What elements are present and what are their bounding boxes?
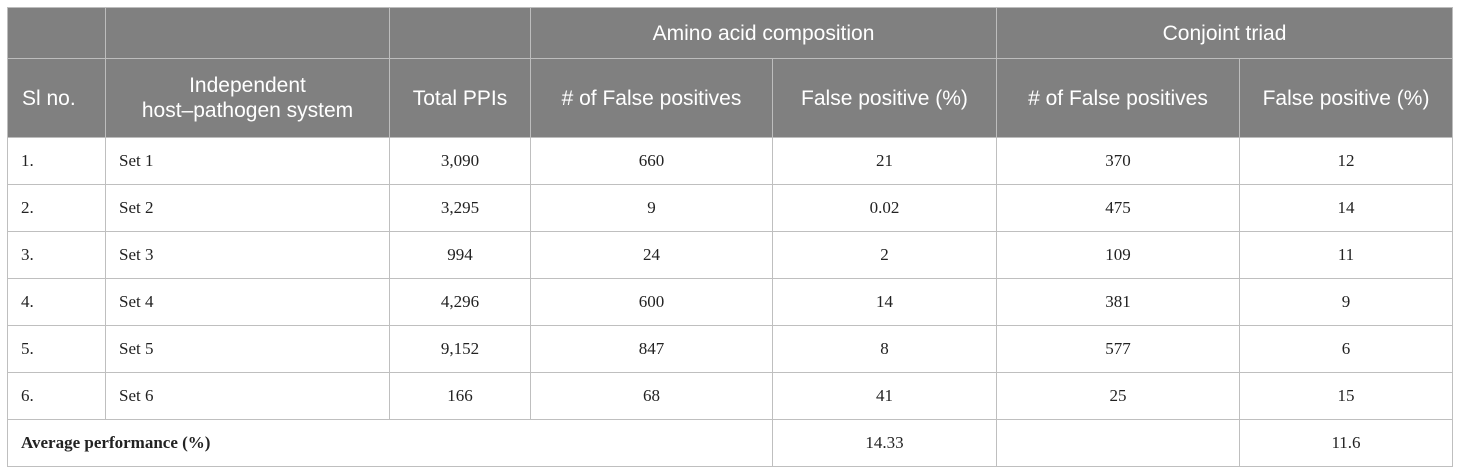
average-performance-label: Average performance (%) [7,419,773,467]
cell-total-ppis: 3,090 [389,137,531,185]
cell-aac-false-positive-pct: 21 [772,137,997,185]
column-header-system: Independent host–pathogen system [105,58,390,138]
cell-sl-no: 6. [7,372,106,420]
column-header-total-ppis: Total PPIs [389,58,531,138]
column-header-ct-false-positives: # of False positives [996,58,1240,138]
cell-total-ppis: 994 [389,231,531,279]
cell-sl-no: 1. [7,137,106,185]
table-row: 2. Set 2 3,295 9 0.02 475 14 [7,184,1454,232]
cell-ct-false-positives: 370 [996,137,1240,185]
cell-aac-false-positives: 660 [530,137,773,185]
cell-aac-false-positive-pct: 8 [772,325,997,373]
cell-sl-no: 5. [7,325,106,373]
average-aac-false-positive-pct: 14.33 [772,419,997,467]
cell-aac-false-positive-pct: 2 [772,231,997,279]
cell-sl-no: 2. [7,184,106,232]
column-header-ct-false-positive-pct: False positive (%) [1238,58,1454,138]
cell-ct-false-positives: 381 [996,278,1240,326]
column-header-system-line1: Independent [189,74,306,97]
group-header-amino-acid-composition: Amino acid composition [530,7,997,59]
cell-system: Set 2 [105,184,390,232]
column-header-row: Sl no. Independent host–pathogen system … [7,58,1454,138]
column-header-aac-false-positives: # of False positives [530,58,773,138]
empty-header-cell [7,7,106,59]
average-ct-false-positive-pct: 11.6 [1238,419,1454,467]
table-row: 3. Set 3 994 24 2 109 11 [7,231,1454,279]
empty-header-cell [105,7,390,59]
group-header-row: Amino acid composition Conjoint triad [7,7,1454,59]
cell-system: Set 4 [105,278,390,326]
cell-total-ppis: 3,295 [389,184,531,232]
cell-total-ppis: 4,296 [389,278,531,326]
group-header-conjoint-triad: Conjoint triad [995,7,1454,59]
table-body: 1. Set 1 3,090 660 21 370 12 2. Set 2 3,… [7,137,1454,467]
cell-ct-false-positive-pct: 12 [1238,137,1454,185]
table-row: 6. Set 6 166 68 41 25 15 [7,372,1454,420]
average-ct-empty-cell [996,419,1240,467]
cell-sl-no: 4. [7,278,106,326]
cell-ct-false-positives: 25 [996,372,1240,420]
cell-aac-false-positive-pct: 14 [772,278,997,326]
cell-ct-false-positives: 475 [996,184,1240,232]
cell-system: Set 1 [105,137,390,185]
cell-system: Set 5 [105,325,390,373]
cell-ct-false-positive-pct: 15 [1238,372,1454,420]
cell-aac-false-positive-pct: 41 [772,372,997,420]
cell-aac-false-positives: 600 [530,278,773,326]
cell-total-ppis: 166 [389,372,531,420]
empty-header-cell [389,7,531,59]
column-header-sl-no: Sl no. [7,58,106,138]
cell-ct-false-positive-pct: 9 [1238,278,1454,326]
cell-total-ppis: 9,152 [389,325,531,373]
average-row: Average performance (%) 14.33 11.6 [7,419,1454,467]
cell-aac-false-positives: 847 [530,325,773,373]
cell-aac-false-positives: 24 [530,231,773,279]
table-row: 5. Set 5 9,152 847 8 577 6 [7,325,1454,373]
cell-ct-false-positive-pct: 11 [1238,231,1454,279]
cell-ct-false-positives: 577 [996,325,1240,373]
cell-sl-no: 3. [7,231,106,279]
table-row: 1. Set 1 3,090 660 21 370 12 [7,137,1454,185]
cell-aac-false-positives: 9 [530,184,773,232]
cell-system: Set 3 [105,231,390,279]
false-positive-table: Amino acid composition Conjoint triad Sl… [7,7,1454,467]
cell-aac-false-positives: 68 [530,372,773,420]
table-row: 4. Set 4 4,296 600 14 381 9 [7,278,1454,326]
column-header-aac-false-positive-pct: False positive (%) [772,58,997,138]
cell-aac-false-positive-pct: 0.02 [772,184,997,232]
cell-ct-false-positive-pct: 6 [1238,325,1454,373]
table-header: Amino acid composition Conjoint triad Sl… [7,7,1454,138]
cell-ct-false-positives: 109 [996,231,1240,279]
cell-ct-false-positive-pct: 14 [1238,184,1454,232]
column-header-system-line2: host–pathogen system [141,99,354,122]
cell-system: Set 6 [105,372,390,420]
